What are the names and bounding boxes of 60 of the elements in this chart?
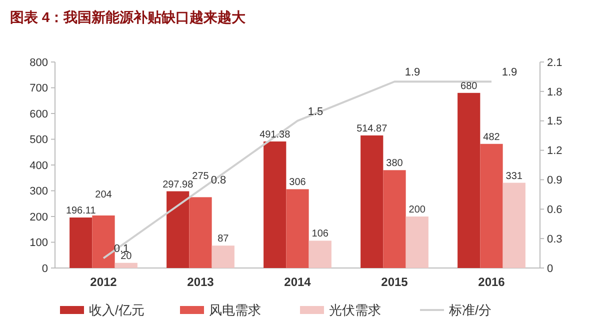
y2-tick-label: 0.6 [547,204,562,216]
data-label: 106 [312,228,329,240]
x-tick-label: 2015 [381,275,408,289]
y2-tick-label: 1.2 [547,145,562,158]
legend-label: 风电需求 [209,302,261,318]
data-label: 306 [289,177,306,188]
data-label: 680 [460,80,478,92]
y-tick-label: 200 [30,211,48,224]
y-tick-label: 600 [30,108,48,120]
y-tick-label: 500 [30,134,48,146]
bar [383,170,406,268]
data-label: 0.8 [210,174,226,187]
bar [212,246,234,268]
x-tick-label: 2014 [284,275,312,289]
data-label: 196.11 [66,206,96,216]
data-label: 380 [386,158,404,170]
data-label: 275 [192,171,210,182]
data-label: 297.98 [162,179,194,190]
bar [70,218,92,268]
bar [480,144,503,268]
data-label: 200 [408,204,426,216]
bar [189,197,212,268]
y2-tick-label: 1.5 [547,116,562,128]
data-label: 1.9 [404,66,420,79]
y-tick-label: 800 [30,56,48,69]
x-tick-label: 2016 [478,275,506,289]
bar [308,240,332,268]
legend-label: 标准/分 [448,302,492,318]
bar [92,215,115,268]
y-tick-label: 400 [30,160,48,172]
data-label: 514.87 [356,123,388,134]
data-label: 491.38 [260,129,291,140]
data-label: 204 [95,189,112,200]
y2-tick-label: 0.9 [547,174,562,187]
bar [264,141,286,268]
y-tick-label: 0 [42,262,48,275]
y2-tick-label: 2.1 [547,56,562,69]
bar [502,182,526,268]
bar [286,189,309,268]
data-label: 87 [218,234,230,245]
bar [166,191,190,268]
data-label: 1.9 [502,66,518,79]
y-tick-label: 100 [30,237,48,250]
bar [360,135,384,268]
legend-label: 光伏需求 [329,302,381,318]
data-label: 331 [506,170,523,182]
legend-label: 收入/亿元 [89,302,145,318]
y2-tick-label: 1.8 [547,86,562,98]
y2-tick-label: 0.3 [547,233,562,246]
y-tick-label: 300 [30,186,48,198]
bar [114,262,138,268]
data-label: 1.5 [308,106,324,118]
y-tick-label: 700 [30,82,48,95]
bar [406,216,428,268]
data-label: 482 [483,132,500,143]
x-tick-label: 2013 [187,275,214,289]
x-tick-label: 2012 [90,275,118,289]
bar [458,92,480,268]
chart-title: 图表 4：我国新能源补贴缺口越来越大 [10,9,247,25]
y2-tick-label: 0 [547,262,554,275]
